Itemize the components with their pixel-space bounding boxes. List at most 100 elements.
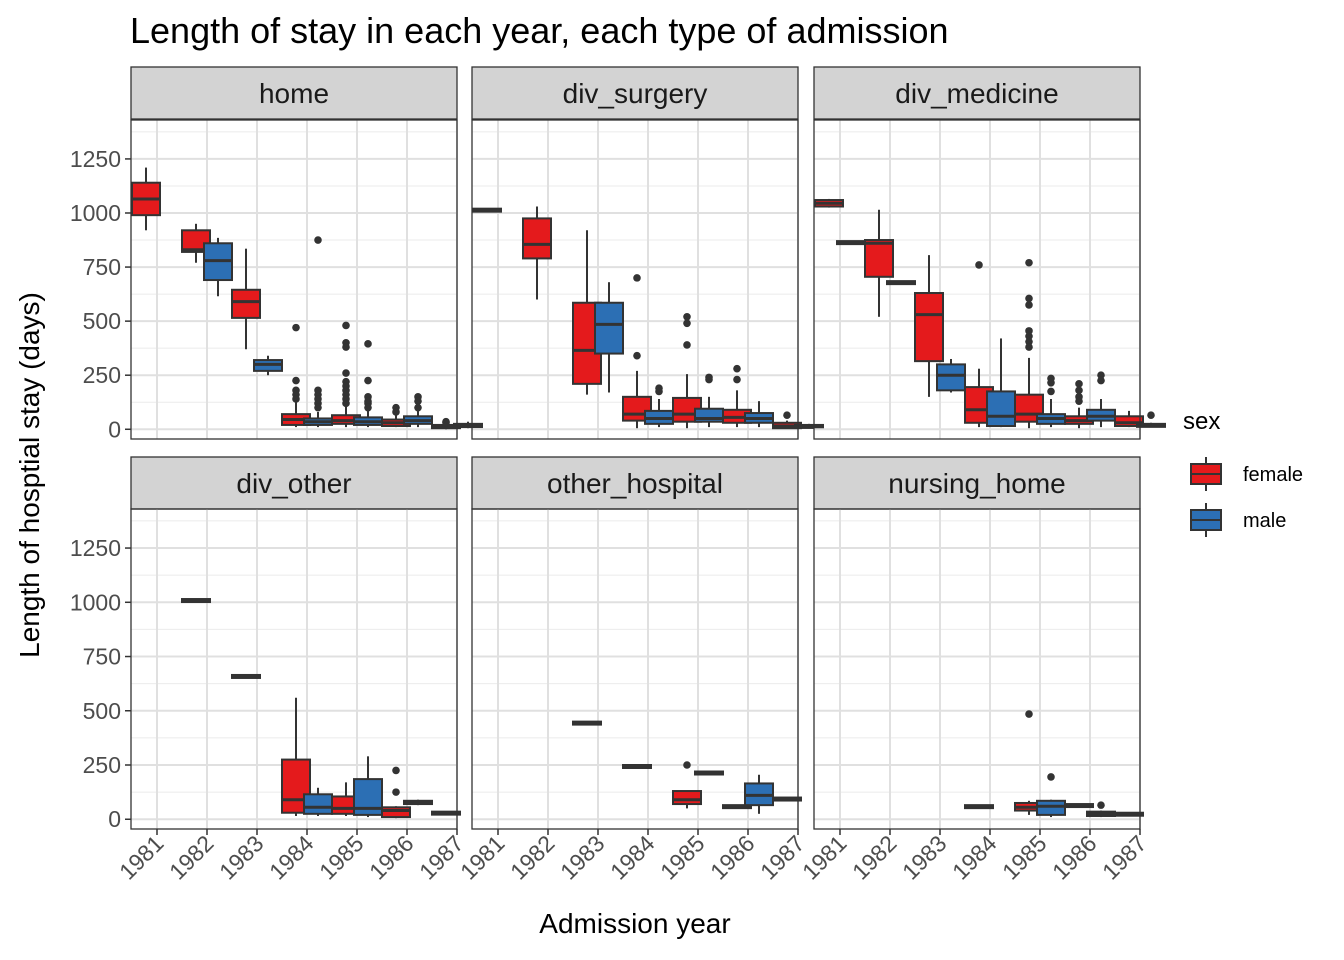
box-iqr [1114,415,1144,428]
y-tick-label: 250 [83,752,121,778]
box-1984-female [622,764,652,769]
facet-strip-label: nursing_home [888,468,1065,499]
y-tick-label: 0 [108,416,121,442]
facet-panel-div_medicine: div_medicine [813,66,1166,440]
box-1982-female [864,209,894,317]
outlier-point [1075,380,1083,388]
x-tick-label: 1986 [364,830,419,885]
box-iqr [1014,393,1044,423]
box-1983-female [572,720,602,726]
x-tick-label: 1981 [455,830,510,885]
box-1981-female [131,167,161,231]
box-1985-female [1014,258,1044,429]
box-1984-female [622,274,652,429]
box-1987-male [453,421,483,429]
x-tick-label: 1984 [947,830,1002,885]
y-tick-label: 1250 [70,146,121,172]
box-iqr [986,390,1016,428]
outlier-point [683,313,691,321]
facet-strip [813,456,1141,510]
panel-border [471,119,799,440]
outlier-point [1097,801,1105,809]
outlier-point [783,411,791,420]
box-1985-male [1036,773,1066,818]
x-tick-label: 1987 [755,830,810,885]
x-tick-label: 1983 [555,830,610,885]
y-tick-label: 250 [83,362,121,388]
outlier-point [342,321,350,330]
outlier-point [683,341,691,349]
x-tick-label: 1987 [414,830,469,885]
x-tick-label: 1984 [264,830,319,885]
box-iqr [672,790,702,806]
outlier-point [733,364,741,373]
y-tick-label: 1000 [70,200,121,226]
box-iqr [914,292,944,363]
outlier-point [1025,294,1033,303]
x-tick-label: 1982 [164,830,219,885]
outlier-point [392,788,400,796]
panel-border [130,119,458,440]
facet-strip-label: div_other [236,468,351,499]
box-1985-male [694,770,724,776]
outlier-point [1025,327,1033,335]
box-1985-female [1014,710,1044,815]
outlier-point [683,319,691,328]
legend-item-female: female [1183,452,1303,498]
box-1983-female [231,673,261,679]
outlier-point [1097,371,1105,380]
outlier-point [292,395,300,403]
x-tick-label: 1981 [797,830,852,885]
box-1982-male [886,280,916,286]
outlier-point [364,376,372,385]
facet-panel-div_surgery: div_surgery [471,66,824,440]
y-tick-label: 750 [83,644,121,670]
y-tick-label: 500 [83,698,121,724]
box-1984-male [303,236,333,428]
outlier-point [1047,773,1055,781]
box-1987-female [431,810,461,816]
box-iqr [864,239,894,278]
outlier-point [975,261,983,269]
y-tick-label: 500 [83,308,121,334]
x-tick-label: 1986 [705,830,760,885]
x-tick-label: 1981 [114,830,169,885]
box-1985-female [672,313,702,429]
facet-strip [130,66,458,120]
outlier-point [1025,258,1033,267]
x-tick-label: 1983 [214,830,269,885]
outlier-point [342,343,350,351]
box-1985-male [353,340,383,428]
outlier-point [1025,332,1033,341]
box-iqr [936,363,966,392]
outlier-point [314,236,322,244]
x-tick-label: 1982 [847,830,902,885]
panel-border [813,508,1141,830]
box-iqr [303,793,333,815]
outlier-point [414,403,422,412]
box-1985-female [331,321,361,428]
facet-panel-div_other: div_other0250500750100012501981198219831… [70,456,469,885]
facet-strip [471,66,799,120]
box-1981-female [814,198,844,208]
box-iqr [281,758,311,814]
box-1987-male [794,423,824,429]
box-1986-male [744,774,774,814]
outlier-point [1025,710,1033,718]
box-1982-female [181,598,211,604]
x-tick-label: 1985 [997,830,1052,885]
outlier-point [1075,397,1083,405]
box-1984-male [644,384,674,428]
box-1986-female [381,766,411,819]
facet-panel-other_hospital: other_hospital 19811982198319841985198619… [455,456,810,885]
box-1983-female [231,248,261,350]
box-1983-male [594,282,624,393]
legend-key-male [1183,498,1225,544]
box-1984-female [281,697,311,816]
facet-panel-home: home 0 250 500 750 1000 1250 [70,66,483,442]
y-tick-label: 1250 [70,535,121,561]
box-1981-female [472,207,502,213]
outlier-point [392,408,400,416]
box-1982-female [522,206,552,300]
